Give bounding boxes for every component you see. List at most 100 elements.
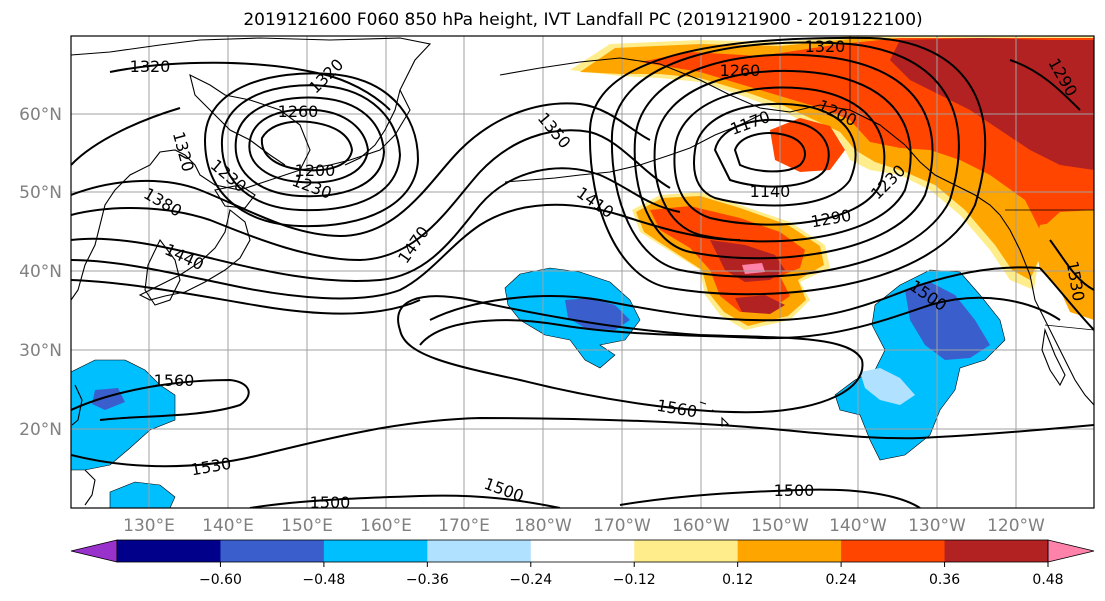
contour-1560-closed — [397, 295, 864, 414]
contour-1470-b — [71, 279, 421, 315]
ivt-pos-region-gulf-darkred — [890, 38, 1094, 170]
contour-1500-north — [429, 266, 1041, 322]
colorbar-segment — [117, 540, 221, 562]
map-title: 2019121600 F060 850 hPa height, IVT Land… — [243, 10, 922, 30]
longitude-labels: 130°E 140°E 150°E 160°E 170°E 180°W 170°… — [123, 516, 1045, 536]
coast-hokkaido — [214, 184, 256, 209]
lon-label-160e: 160°E — [360, 516, 412, 536]
colorbar-segment — [323, 540, 428, 562]
coast-japan — [138, 209, 251, 301]
border-us-mexico — [1044, 324, 1094, 331]
contour-label-1140: 1140 — [750, 182, 791, 201]
lat-label-20n: 20°N — [19, 420, 62, 440]
lat-label-50n: 50°N — [19, 183, 62, 203]
colorbar-tick-label: 0.12 — [722, 572, 753, 588]
contour-low-west-4 — [220, 84, 402, 212]
contour-1380 — [71, 102, 651, 238]
contour-low-west-2 — [248, 108, 370, 184]
contour-1470 — [71, 203, 741, 300]
contour-1560-west — [71, 378, 250, 421]
contour-1500-south — [249, 488, 921, 508]
contour-label-1260-e: 1260 — [720, 61, 761, 80]
colorbar-segment — [634, 540, 739, 562]
lon-label-180w: 180°W — [514, 516, 572, 536]
ivt-neg-east-pacific-dark — [905, 282, 990, 360]
lon-label-150w: 150°W — [751, 516, 809, 536]
contour-1530-south — [71, 416, 1094, 468]
colorbar-outline — [116, 539, 1049, 563]
colorbar-tick-label: −0.60 — [199, 572, 242, 588]
contour-1410 — [71, 129, 671, 262]
colorbar: −0.60 −0.48 −0.36 −0.24 −0.12 0.12 0.24 0.36 0.4… — [70, 539, 1095, 588]
coast-kamchatka — [344, 89, 401, 166]
contour-low-east-2 — [713, 118, 830, 188]
lon-label-150e: 150°E — [281, 516, 333, 536]
contour-low-east-5 — [653, 69, 912, 243]
colorbar-tick-label: 0.48 — [1032, 572, 1063, 588]
ivt-neg-west-pacific-2 — [109, 481, 176, 508]
contour-low-west-3 — [234, 96, 386, 198]
colorbar-segment — [530, 540, 635, 562]
colorbar-segment — [427, 540, 532, 562]
contour-low-east-1 — [733, 132, 806, 173]
contour-1320-north — [109, 61, 391, 111]
contour-1530-east — [1049, 239, 1094, 291]
colorbar-extend-max — [1047, 539, 1095, 563]
lon-label-160w: 160°W — [672, 516, 730, 536]
contour-label-1320-e: 1320 — [805, 37, 846, 56]
lon-label-130w: 130°W — [908, 516, 966, 536]
colorbar-tick-label: −0.36 — [406, 572, 449, 588]
colorbar-segment — [220, 540, 325, 562]
contour-low-east-6 — [633, 53, 934, 260]
colorbar-segment — [737, 540, 842, 562]
colorbar-segment — [944, 540, 1049, 562]
map-frame — [70, 35, 1095, 509]
lon-label-170e: 170°E — [438, 516, 490, 536]
ivt-pos-region-ar-darkred-2 — [735, 295, 785, 314]
colorbar-extend-min — [70, 539, 118, 563]
contour-1440 — [71, 167, 681, 282]
contour-label-1500-se: 1500 — [774, 481, 815, 500]
lon-label-170w: 170°W — [593, 516, 651, 536]
lon-label-120w: 120°W — [987, 516, 1045, 536]
colorbar-ticks: −0.60 −0.48 −0.36 −0.24 −0.12 0.12 0.24 0.36 0.4… — [199, 562, 1064, 588]
contour-low-west-1 — [260, 120, 354, 172]
latitude-labels: 60°N 50°N 40°N 30°N 20°N — [19, 105, 62, 440]
contour-label-1260-w: 1260 — [278, 102, 319, 121]
map-panel: 1320 1320 1260 1200 1230 1230 1320 1380 … — [70, 35, 1095, 512]
contour-low-east-7 — [610, 41, 960, 278]
contour-label-1500-s: 1500 — [310, 493, 351, 512]
coast-north-america-west — [999, 214, 1094, 406]
lat-label-60n: 60°N — [19, 105, 62, 125]
colorbar-tick-label: −0.24 — [509, 572, 552, 588]
contour-low-east-8 — [588, 36, 987, 296]
contour-label-1200-w: 1200 — [295, 161, 336, 180]
lon-label-140e: 140°E — [202, 516, 254, 536]
ivt-pos-region-alaska-red — [770, 118, 845, 172]
contour-label-1320-a: 1320 — [130, 57, 171, 76]
colorbar-tick-label: −0.12 — [613, 572, 656, 588]
lon-label-130e: 130°E — [123, 516, 175, 536]
lat-label-30n: 30°N — [19, 341, 62, 361]
colorbar-tick-label: −0.48 — [302, 572, 345, 588]
contour-label-1560-w: 1560 — [154, 371, 195, 390]
colorbar-segments — [70, 539, 1095, 563]
contour-low-east-4 — [673, 86, 886, 226]
colorbar-tick-label: 0.24 — [826, 572, 857, 588]
contour-1500-east — [1039, 267, 1094, 331]
coast-east-asia — [71, 37, 432, 301]
contour-1320-west — [71, 107, 181, 166]
colorbar-tick-label: 0.36 — [929, 572, 960, 588]
colorbar-segment — [841, 540, 946, 562]
contour-low-east-3 — [693, 102, 857, 207]
contour-1530-north — [419, 296, 1061, 346]
coast-taiwan-philippines — [71, 384, 96, 506]
height-contours — [71, 36, 1094, 508]
lat-label-40n: 40°N — [19, 262, 62, 282]
coast-baja — [1041, 327, 1066, 387]
ivt-neg-east-pacific-light — [860, 368, 915, 405]
contour-1290-east — [1009, 59, 1081, 111]
lon-label-140w: 140°W — [829, 516, 887, 536]
contour-low-west-5 — [203, 72, 420, 228]
